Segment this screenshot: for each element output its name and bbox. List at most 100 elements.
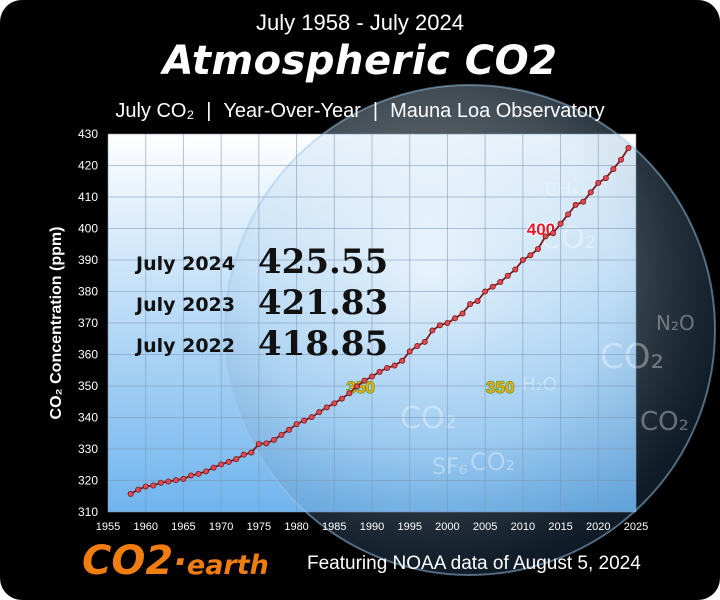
footer-note: Featuring NOAA data of August 5, 2024 bbox=[307, 553, 641, 574]
reading-value: 425.55 bbox=[258, 242, 388, 282]
y-tick-label: 400 bbox=[78, 222, 98, 236]
y-tick-label: 430 bbox=[78, 127, 98, 141]
formula-watermark: CO₂ bbox=[640, 407, 689, 437]
data-point bbox=[414, 342, 421, 349]
x-tick-label: 2025 bbox=[624, 521, 648, 533]
x-tick-label: 1970 bbox=[209, 521, 233, 533]
date-range: July 1958 - July 2024 bbox=[256, 10, 464, 35]
data-point bbox=[203, 468, 210, 475]
data-point bbox=[429, 327, 436, 334]
data-point bbox=[580, 198, 587, 205]
x-tick-label: 1960 bbox=[133, 521, 157, 533]
x-tick-label: 1990 bbox=[360, 521, 384, 533]
data-point bbox=[308, 414, 315, 421]
data-point bbox=[270, 436, 277, 443]
data-point bbox=[451, 315, 458, 322]
reading-value: 418.85 bbox=[258, 324, 388, 364]
data-point bbox=[406, 348, 413, 355]
reading-label: July 2024 bbox=[134, 253, 235, 275]
annotation-label: 350 bbox=[486, 378, 514, 397]
subtitle-comparison: Year-Over-Year bbox=[223, 100, 361, 122]
data-point bbox=[534, 245, 541, 252]
y-tick-label: 310 bbox=[78, 505, 98, 519]
y-tick-label: 330 bbox=[78, 442, 98, 456]
reading-label: July 2023 bbox=[134, 294, 235, 316]
formula-watermark: CO₂ bbox=[540, 221, 597, 256]
data-point bbox=[482, 288, 489, 295]
data-point bbox=[504, 272, 511, 279]
data-point bbox=[316, 409, 323, 416]
subtitle-measure: July CO₂ bbox=[115, 100, 195, 122]
data-point bbox=[150, 482, 157, 489]
data-point bbox=[248, 449, 255, 456]
data-point bbox=[557, 220, 564, 227]
x-tick-label: 1965 bbox=[171, 521, 195, 533]
data-point bbox=[391, 362, 398, 369]
data-point bbox=[218, 461, 225, 468]
x-tick-label: 1955 bbox=[96, 521, 120, 533]
y-tick-label: 340 bbox=[78, 411, 98, 425]
x-tick-label: 1985 bbox=[322, 521, 346, 533]
reading-label: July 2022 bbox=[134, 335, 235, 357]
threshold-annotations: 400 350 350 July 2024 425.55 July 2023 421.83 J… bbox=[134, 219, 556, 397]
data-point bbox=[142, 483, 149, 490]
globe-icon bbox=[224, 84, 716, 576]
data-point bbox=[165, 478, 172, 485]
data-point bbox=[436, 322, 443, 329]
y-tick-label: 390 bbox=[78, 253, 98, 267]
data-point bbox=[497, 279, 504, 286]
data-point bbox=[240, 451, 247, 458]
series-co2 bbox=[127, 145, 632, 498]
subtitle-row: July CO₂ | Year-Over-Year | Mauna Loa Ob… bbox=[0, 100, 720, 123]
formula-watermark: CO₂ bbox=[600, 337, 664, 377]
data-point bbox=[527, 252, 534, 259]
data-point bbox=[361, 377, 368, 384]
formula-watermark: N₂O bbox=[656, 311, 695, 335]
data-point bbox=[353, 383, 360, 390]
logo-suffix: earth bbox=[186, 550, 269, 581]
x-tick-label: 2000 bbox=[435, 521, 459, 533]
x-tick-label: 1975 bbox=[247, 521, 271, 533]
data-point bbox=[474, 297, 481, 304]
logo-dot: · bbox=[173, 542, 187, 583]
data-point bbox=[421, 338, 428, 345]
data-point bbox=[293, 421, 300, 428]
y-axis-label: CO₂ Concentration (ppm) bbox=[48, 227, 65, 420]
data-point bbox=[263, 440, 270, 447]
data-point bbox=[595, 179, 602, 186]
page-title: Atmospheric CO2 bbox=[162, 38, 558, 84]
grid bbox=[107, 133, 637, 513]
data-point bbox=[135, 486, 142, 493]
formula-watermark: SF₆ bbox=[432, 455, 468, 480]
x-tick-label: 2010 bbox=[511, 521, 535, 533]
data-point bbox=[512, 266, 519, 273]
subtitle-separator: | bbox=[206, 100, 212, 122]
y-tick-label: 420 bbox=[78, 159, 98, 173]
data-point bbox=[617, 156, 624, 163]
y-tick-label: 380 bbox=[78, 285, 98, 299]
data-point bbox=[255, 440, 262, 447]
x-tick-label: 1980 bbox=[284, 521, 308, 533]
data-point bbox=[565, 211, 572, 218]
data-point bbox=[459, 310, 466, 317]
data-point bbox=[323, 404, 330, 411]
data-point bbox=[602, 175, 609, 182]
data-point bbox=[610, 166, 617, 173]
data-point bbox=[338, 395, 345, 402]
data-point bbox=[286, 426, 293, 433]
data-point bbox=[346, 390, 353, 397]
data-point bbox=[368, 373, 375, 380]
reading-value: 421.83 bbox=[258, 283, 388, 323]
data-point bbox=[542, 233, 549, 240]
formula-watermark: CO₂ bbox=[400, 401, 457, 436]
x-tick-label: 2015 bbox=[548, 521, 572, 533]
data-point bbox=[301, 417, 308, 424]
data-point bbox=[172, 477, 179, 484]
data-point bbox=[467, 301, 474, 308]
y-tick-label: 350 bbox=[78, 379, 98, 393]
annotation-label: 400 bbox=[527, 220, 555, 239]
data-point bbox=[278, 431, 285, 438]
data-point bbox=[210, 464, 217, 471]
